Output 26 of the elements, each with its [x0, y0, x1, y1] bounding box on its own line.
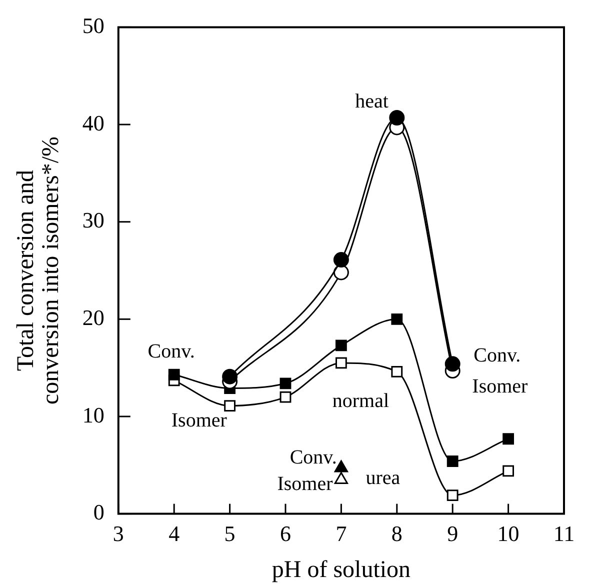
annotation: Isomer: [171, 410, 228, 432]
annotation: Conv.: [290, 446, 337, 469]
annotation: Conv.: [474, 344, 521, 366]
x-tick-label: 5: [224, 520, 236, 546]
annotation: Isomer: [472, 376, 528, 398]
y-tick-label: 10: [82, 402, 104, 428]
annotation: Conv.: [148, 340, 195, 362]
x-tick-label: 8: [391, 520, 402, 546]
x-tick-label: 4: [168, 520, 180, 546]
x-tick-label: 6: [280, 520, 291, 546]
annotation: urea: [366, 467, 400, 490]
y-tick-label: 30: [82, 208, 104, 233]
x-tick-label: 3: [112, 520, 124, 546]
y-tick-label: 40: [82, 110, 104, 136]
x-tick-label: 10: [497, 520, 520, 546]
annotation: Isomer: [277, 472, 334, 495]
x-tick-label: 7: [336, 520, 347, 546]
annotation: heat: [355, 90, 389, 112]
y-tick-label: 0: [93, 500, 104, 525]
x-axis-title: pH of solution: [272, 556, 411, 583]
annotation: normal: [332, 390, 390, 412]
y-axis-title: Total conversion and conversion into isomers*/%: [12, 136, 64, 404]
y-tick-label: 20: [82, 304, 104, 330]
x-tick-label: 11: [553, 520, 575, 546]
x-tick-label: 9: [447, 520, 458, 546]
y-tick-label: 50: [82, 12, 104, 38]
